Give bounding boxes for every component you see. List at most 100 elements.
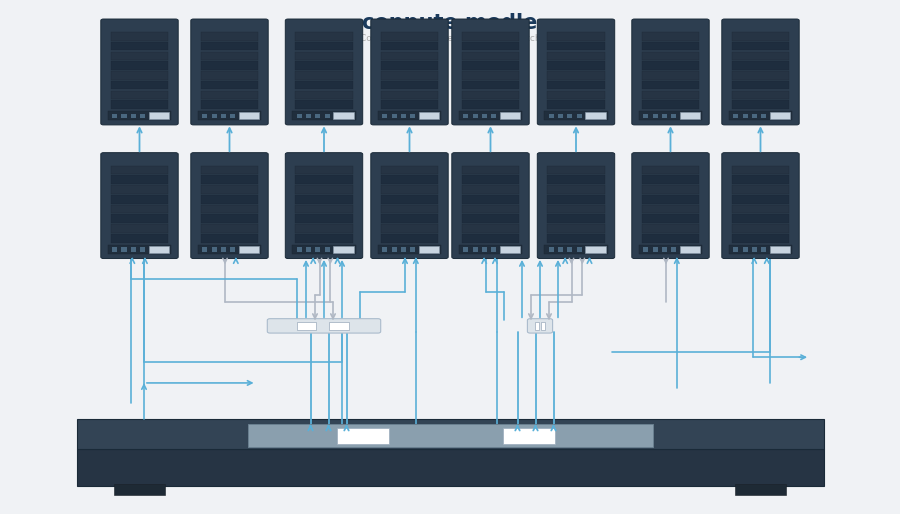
- Bar: [220, 114, 226, 118]
- Bar: [761, 247, 766, 252]
- FancyBboxPatch shape: [527, 319, 553, 333]
- Bar: [642, 185, 699, 194]
- Bar: [544, 245, 608, 254]
- Bar: [462, 224, 519, 233]
- Bar: [238, 246, 259, 253]
- Bar: [201, 195, 258, 204]
- Bar: [482, 114, 487, 118]
- Bar: [639, 111, 702, 120]
- Bar: [567, 114, 572, 118]
- Bar: [410, 247, 415, 252]
- FancyBboxPatch shape: [285, 153, 363, 259]
- Bar: [732, 51, 789, 60]
- Bar: [642, 71, 699, 80]
- Bar: [202, 114, 207, 118]
- Bar: [112, 247, 117, 252]
- Bar: [462, 81, 519, 89]
- Bar: [462, 32, 519, 41]
- FancyBboxPatch shape: [452, 19, 529, 125]
- Bar: [732, 175, 789, 184]
- Bar: [500, 247, 506, 252]
- Bar: [464, 247, 468, 252]
- Bar: [462, 71, 519, 80]
- Bar: [549, 247, 554, 252]
- Bar: [111, 81, 168, 89]
- Bar: [462, 205, 519, 213]
- Bar: [381, 205, 438, 213]
- Bar: [418, 246, 439, 253]
- Bar: [732, 214, 789, 223]
- Bar: [111, 214, 168, 223]
- Bar: [541, 322, 544, 330]
- Bar: [642, 90, 699, 99]
- Bar: [770, 113, 790, 119]
- Bar: [547, 195, 605, 204]
- Bar: [642, 234, 699, 243]
- Bar: [111, 42, 168, 50]
- Bar: [239, 247, 245, 252]
- Bar: [547, 51, 605, 60]
- Bar: [459, 245, 522, 254]
- FancyBboxPatch shape: [267, 319, 381, 333]
- Bar: [491, 247, 496, 252]
- Bar: [770, 114, 776, 118]
- Bar: [325, 247, 329, 252]
- Bar: [334, 114, 339, 118]
- Bar: [419, 247, 425, 252]
- Bar: [111, 185, 168, 194]
- Bar: [297, 322, 317, 330]
- Bar: [742, 114, 748, 118]
- Bar: [148, 246, 169, 253]
- FancyBboxPatch shape: [722, 19, 799, 125]
- Bar: [201, 51, 258, 60]
- Bar: [111, 32, 168, 41]
- Bar: [732, 224, 789, 233]
- Bar: [752, 247, 757, 252]
- Bar: [295, 166, 353, 174]
- Bar: [315, 114, 320, 118]
- Bar: [400, 114, 406, 118]
- Bar: [111, 61, 168, 70]
- Bar: [558, 247, 563, 252]
- Bar: [732, 195, 789, 204]
- Bar: [381, 42, 438, 50]
- Bar: [732, 71, 789, 80]
- Bar: [680, 247, 686, 252]
- Bar: [642, 42, 699, 50]
- Bar: [201, 214, 258, 223]
- Bar: [378, 245, 441, 254]
- Bar: [642, 214, 699, 223]
- Bar: [462, 195, 519, 204]
- Bar: [642, 51, 699, 60]
- Bar: [295, 224, 353, 233]
- Bar: [586, 114, 591, 118]
- Bar: [732, 205, 789, 213]
- Bar: [122, 247, 127, 252]
- Bar: [201, 32, 258, 41]
- Bar: [111, 234, 168, 243]
- Bar: [547, 71, 605, 80]
- Bar: [381, 61, 438, 70]
- Bar: [652, 247, 658, 252]
- Bar: [642, 81, 699, 89]
- Bar: [111, 175, 168, 184]
- Bar: [381, 81, 438, 89]
- Bar: [111, 166, 168, 174]
- Bar: [381, 90, 438, 99]
- Bar: [735, 484, 786, 495]
- Bar: [642, 224, 699, 233]
- Bar: [248, 424, 652, 447]
- Bar: [770, 246, 790, 253]
- Bar: [547, 61, 605, 70]
- Bar: [381, 214, 438, 223]
- Bar: [761, 114, 766, 118]
- Bar: [230, 114, 235, 118]
- Bar: [567, 247, 572, 252]
- Bar: [220, 247, 226, 252]
- Bar: [108, 245, 171, 254]
- Bar: [381, 32, 438, 41]
- Bar: [149, 114, 155, 118]
- Bar: [547, 90, 605, 99]
- FancyBboxPatch shape: [452, 153, 529, 259]
- Bar: [586, 247, 591, 252]
